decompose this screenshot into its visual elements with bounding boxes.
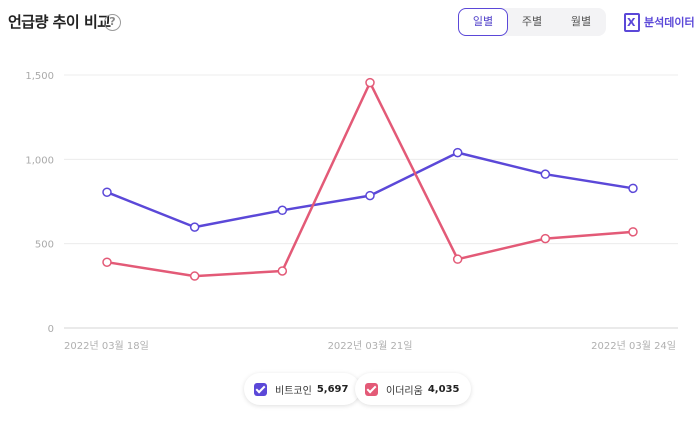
data-point	[628, 183, 638, 194]
data-point	[277, 266, 288, 276]
help-icon[interactable]: ?	[104, 14, 121, 31]
data-point	[189, 222, 200, 232]
y-tick-label: 1,000	[25, 155, 54, 166]
legend-total: 4,035	[427, 383, 460, 395]
excel-icon: X	[624, 12, 640, 32]
y-tick-label: 500	[35, 240, 54, 251]
period-tabs: 일별 주별 월별	[458, 8, 606, 36]
series-line	[106, 81, 634, 278]
data-point	[452, 254, 463, 264]
y-tick-label: 0	[48, 324, 54, 335]
legend-name: 비트코인	[275, 385, 312, 397]
x-tick-label: 2022년 03월 24일	[591, 340, 676, 352]
data-point	[277, 205, 288, 216]
checkbox-checked-icon	[365, 382, 378, 396]
data-point	[452, 147, 463, 158]
tab-monthly[interactable]: 월별	[570, 15, 592, 28]
page-title: 언급량 추이 비교	[8, 13, 111, 31]
tab-daily[interactable]: 일별	[458, 8, 508, 36]
y-tick-label: 1,500	[25, 71, 54, 82]
data-point	[102, 257, 112, 267]
tab-weekly[interactable]: 주별	[521, 15, 543, 28]
legend-item-bitcoin[interactable]: 비트코인 5,697	[244, 373, 361, 405]
data-point	[189, 271, 200, 281]
data-point	[365, 190, 375, 201]
export-label: 분석데이터	[644, 16, 695, 29]
export-button[interactable]: X 분석데이터	[624, 12, 695, 32]
x-tick-label: 2022년 03월 21일	[328, 340, 413, 352]
legend-total: 5,697	[316, 383, 349, 395]
series-line	[106, 151, 634, 229]
checkbox-checked-icon	[254, 382, 267, 396]
data-point	[628, 227, 638, 237]
legend-item-ethereum[interactable]: 이더리움 4,035	[355, 373, 472, 405]
data-point	[540, 233, 551, 244]
legend-name: 이더리움	[386, 385, 423, 397]
data-point	[365, 77, 375, 88]
x-tick-label: 2022년 03월 18일	[64, 340, 149, 352]
data-point	[102, 187, 112, 197]
data-point	[540, 169, 551, 179]
